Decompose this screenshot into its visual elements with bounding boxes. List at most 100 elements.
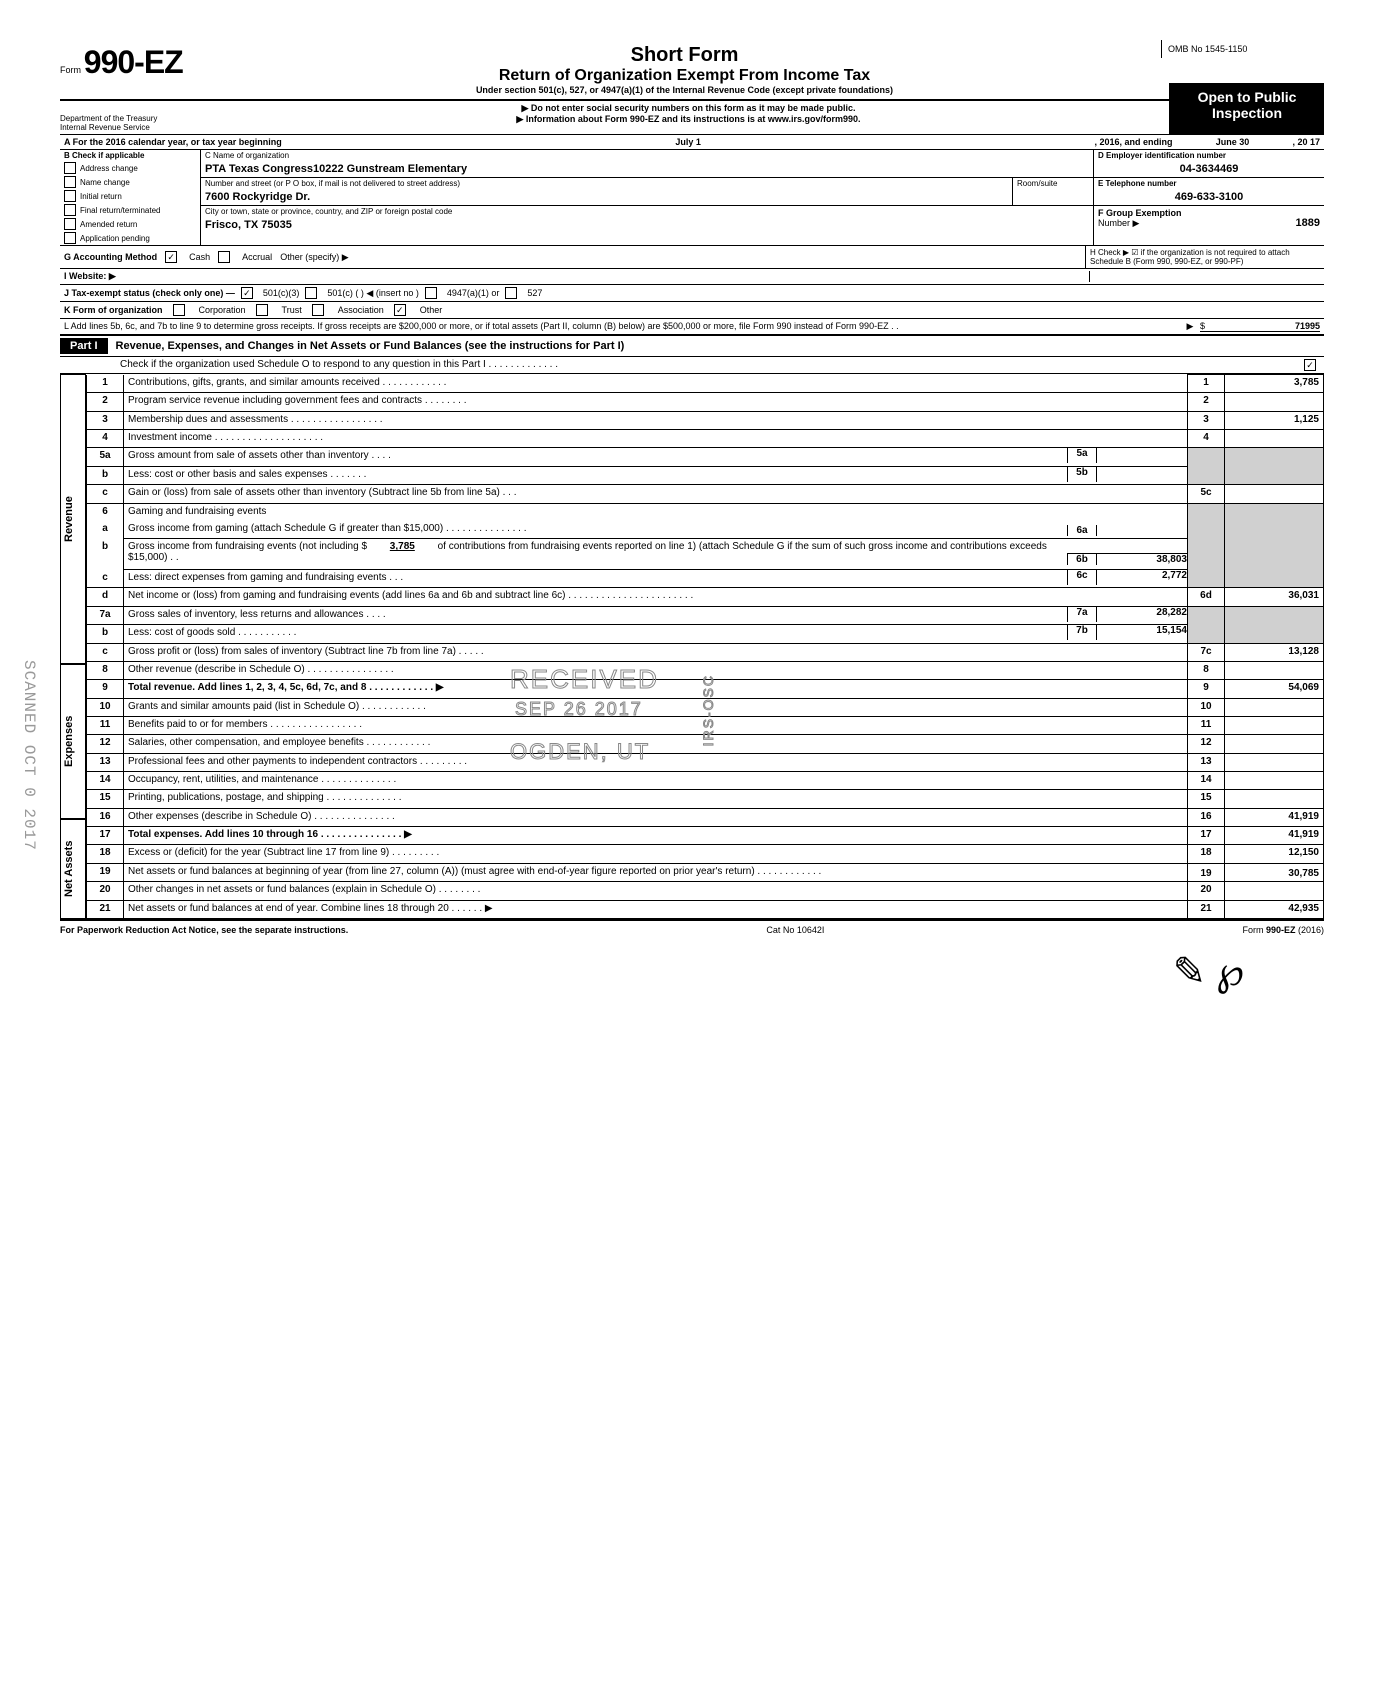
chk-trust[interactable]: [256, 304, 268, 316]
line-12: 12Salaries, other compensation, and empl…: [87, 735, 1324, 753]
c-street-label: Number and street (or P O box, if mail i…: [201, 178, 1012, 189]
footer-left: For Paperwork Reduction Act Notice, see …: [60, 925, 348, 935]
e-label: E Telephone number: [1094, 177, 1324, 189]
form-number: 990-EZ: [84, 44, 183, 80]
footer-mid: Cat No 10642I: [766, 925, 824, 935]
l-arrow: ▶: [1180, 321, 1200, 332]
period-end: June 30: [1172, 137, 1292, 147]
line-6d: dNet income or (loss) from gaming and fu…: [87, 588, 1324, 606]
d-label: D Employer identification number: [1094, 150, 1324, 161]
e-value: 469-633-3100: [1094, 189, 1324, 205]
title-block: Short Form Return of Organization Exempt…: [208, 40, 1161, 99]
c-name-label: C Name of organization: [201, 150, 1093, 161]
chk-initial[interactable]: Initial return: [60, 189, 200, 203]
h-text: H Check ▶ ☑ if the organization is not r…: [1085, 246, 1324, 268]
line-4: 4Investment income . . . . . . . . . . .…: [87, 430, 1324, 448]
line-table-wrap: RECEIVED SEP 26 2017 OGDEN, UT IRS-OSC R…: [60, 374, 1324, 919]
note2: ▶ Information about Form 990-EZ and its …: [206, 114, 1171, 125]
chk-pending[interactable]: Application pending: [60, 231, 200, 245]
side-netassets: Net Assets: [60, 819, 86, 919]
line-16: 16Other expenses (describe in Schedule O…: [87, 808, 1324, 826]
line-10: 10Grants and similar amounts paid (list …: [87, 698, 1324, 716]
header-row-2: Department of the Treasury Internal Reve…: [60, 101, 1324, 135]
line-14: 14Occupancy, rent, utilities, and mainte…: [87, 772, 1324, 790]
chk-cash[interactable]: ✓: [165, 251, 177, 263]
line-8: 8Other revenue (describe in Schedule O) …: [87, 661, 1324, 679]
side-revenue: Revenue: [60, 374, 86, 664]
form-prefix: Form: [60, 65, 81, 75]
period-begin: July 1: [282, 137, 1095, 147]
chk-assoc[interactable]: [312, 304, 324, 316]
c-room-label: Room/suite: [1013, 178, 1093, 189]
g-label: G Accounting Method: [64, 252, 157, 262]
row-gh: G Accounting Method ✓Cash Accrual Other …: [60, 246, 1324, 269]
line-2: 2Program service revenue including gover…: [87, 393, 1324, 411]
line-11: 11Benefits paid to or for members . . . …: [87, 716, 1324, 734]
line-5c: cGain or (loss) from sale of assets othe…: [87, 485, 1324, 503]
part1-header: Part I Revenue, Expenses, and Changes in…: [60, 334, 1324, 357]
section-b: B Check if applicable Address change Nam…: [60, 150, 201, 245]
l-value: 71995: [1205, 321, 1320, 331]
line-13: 13Professional fees and other payments t…: [87, 753, 1324, 771]
j-label: J Tax-exempt status (check only one) —: [64, 288, 235, 298]
title-under: Under section 501(c), 527, or 4947(a)(1)…: [216, 85, 1153, 95]
line-table: 1Contributions, gifts, grants, and simil…: [86, 374, 1324, 919]
chk-final[interactable]: Final return/terminated: [60, 203, 200, 217]
b-header: B Check if applicable: [60, 150, 200, 161]
chk-address[interactable]: Address change: [60, 161, 200, 175]
c-name: PTA Texas Congress10222 Gunstream Elemen…: [201, 161, 1093, 178]
part1-title: Revenue, Expenses, and Changes in Net As…: [116, 340, 625, 352]
line-18: 18Excess or (deficit) for the year (Subt…: [87, 845, 1324, 863]
part1-checkbox[interactable]: ✓: [1304, 359, 1316, 371]
d-value: 04-3634469: [1094, 161, 1324, 177]
line-17: 17Total expenses. Add lines 10 through 1…: [87, 827, 1324, 845]
footer: For Paperwork Reduction Act Notice, see …: [60, 919, 1324, 935]
side-expenses: Expenses: [60, 664, 86, 819]
line-1: 1Contributions, gifts, grants, and simil…: [87, 375, 1324, 393]
line-19: 19Net assets or fund balances at beginni…: [87, 863, 1324, 881]
period-row: A For the 2016 calendar year, or tax yea…: [60, 135, 1324, 150]
line-21: 21Net assets or fund balances at end of …: [87, 900, 1324, 918]
chk-527[interactable]: [505, 287, 517, 299]
c-city: Frisco, TX 75035: [201, 217, 1093, 233]
line-6b: bGross income from fundraising events (n…: [87, 539, 1324, 570]
scanned-stamp: SCANNED OCT 0 2017: [20, 660, 38, 851]
c-street: 7600 Rockyridge Dr.: [201, 189, 1012, 205]
period-label: A For the 2016 calendar year, or tax yea…: [64, 137, 282, 147]
i-label: I Website: ▶: [64, 271, 116, 282]
chk-name[interactable]: Name change: [60, 175, 200, 189]
f-value: 1889: [1182, 217, 1320, 229]
f-label2: Number ▶: [1098, 218, 1139, 228]
chk-corp[interactable]: [173, 304, 185, 316]
section-bcdef: B Check if applicable Address change Nam…: [60, 150, 1324, 246]
f-label: F Group Exemption: [1098, 208, 1182, 218]
chk-other[interactable]: ✓: [394, 304, 406, 316]
dept-label: Department of the Treasury Internal Reve…: [60, 112, 204, 134]
chk-accrual[interactable]: [218, 251, 230, 263]
chk-4947[interactable]: [425, 287, 437, 299]
section-c: C Name of organization PTA Texas Congres…: [201, 150, 1094, 245]
chk-501c[interactable]: [305, 287, 317, 299]
line-3: 3Membership dues and assessments . . . .…: [87, 411, 1324, 429]
line-9: 9Total revenue. Add lines 1, 2, 3, 4, 5c…: [87, 680, 1324, 698]
line-6: 6Gaming and fundraising events: [87, 503, 1324, 521]
notes: ▶ Do not enter social security numbers o…: [204, 101, 1173, 134]
line-5b: bLess: cost or other basis and sales exp…: [87, 466, 1324, 484]
title-sub: Return of Organization Exempt From Incom…: [216, 67, 1153, 85]
chk-amended[interactable]: Amended return: [60, 217, 200, 231]
part1-badge: Part I: [60, 338, 108, 354]
line-5a: 5aGross amount from sale of assets other…: [87, 448, 1324, 466]
line-7c: cGross profit or (loss) from sales of in…: [87, 643, 1324, 661]
header: Form 990-EZ Short Form Return of Organiz…: [60, 40, 1324, 101]
open-public: Open to Public Inspection: [1169, 83, 1324, 135]
note1: ▶ Do not enter social security numbers o…: [206, 103, 1171, 114]
line-7a: 7aGross sales of inventory, less returns…: [87, 606, 1324, 624]
section-def: D Employer identification number 04-3634…: [1094, 150, 1324, 245]
form-id-block: Form 990-EZ: [60, 40, 208, 85]
k-label: K Form of organization: [64, 305, 163, 315]
line-15: 15Printing, publications, postage, and s…: [87, 790, 1324, 808]
chk-501c3[interactable]: ✓: [241, 287, 253, 299]
line-7b: bLess: cost of goods sold . . . . . . . …: [87, 625, 1324, 643]
period-mid: , 2016, and ending: [1094, 137, 1172, 147]
line-6a: aGross income from gaming (attach Schedu…: [87, 521, 1324, 539]
